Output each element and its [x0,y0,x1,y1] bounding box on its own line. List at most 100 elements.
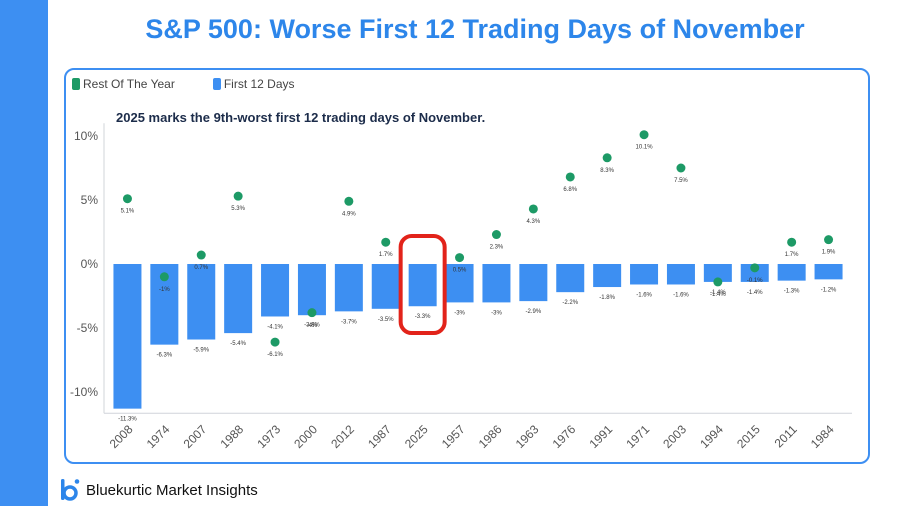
dot-data-label: 0.5% [453,268,467,274]
dot-data-label: -0.1% [747,278,763,284]
dot-point [455,253,465,263]
bar [630,264,659,285]
bar [703,264,732,282]
chart-title: S&P 500: Worse First 12 Trading Days of … [145,14,805,44]
y-tick-label: 10% [74,129,98,143]
bar-data-label: -11.3% [118,417,137,423]
dot-point [750,263,760,273]
bar-data-label: -5.9% [193,348,209,354]
dot-data-label: 8.3% [600,168,614,174]
dot-point [713,277,723,287]
bar [666,264,695,285]
dot-point [491,230,501,240]
dot-point [528,204,538,214]
x-tick-label: 2015 [734,422,763,451]
bar [482,264,511,303]
dot-data-label: 5.1% [121,209,135,215]
dot-data-label: 10.1% [636,145,654,151]
x-tick-label: 1973 [254,422,283,451]
bar [593,264,622,288]
dot-data-label: 1.9% [822,250,836,256]
bar-data-label: -3.5% [378,317,394,323]
y-tick-label: 0% [81,257,99,271]
dot-data-label: -3.8% [304,323,320,329]
bar-data-label: -1.6% [636,292,652,298]
bar [445,264,474,303]
bar [187,264,216,340]
bar-data-label: -6.3% [157,353,173,359]
dot-point [824,235,834,245]
chart-subtitle: 2025 marks the 9th-worst first 12 tradin… [116,110,486,125]
x-tick-label: 1957 [439,422,468,451]
bar-data-label: -3.3% [415,314,431,320]
bar [113,264,142,409]
bar-data-label: -3% [454,310,465,316]
bar-data-label: -3% [491,310,502,316]
dot-data-label: -1.4% [710,292,726,298]
legend-label-rest-of-year: Rest Of The Year [83,77,175,91]
dot-data-label: 2.3% [490,245,504,251]
dot-data-label: 5.3% [231,206,245,212]
highlight-box [398,234,447,335]
legend-item-first-12-days[interactable]: First 12 Days [212,77,295,91]
x-tick-label: 2007 [181,422,210,451]
bar-data-label: -1.3% [784,289,800,295]
bar-data-label: -5.4% [230,341,246,347]
x-tick-label: 1971 [623,422,652,451]
x-tick-label: 1974 [144,422,173,451]
brand: Bluekurtic Market Insights [58,478,258,502]
x-tick-label: 1963 [513,422,542,451]
bar [224,264,253,334]
bar [777,264,806,281]
bar-data-label: -1.2% [821,287,837,293]
dot-point [639,130,649,140]
x-tick-label: 1987 [365,422,394,451]
y-tick-label: 5% [81,193,99,207]
bar-data-label: -1.8% [599,295,615,301]
bar-data-label: -2.9% [526,309,542,315]
legend: Rest Of The Year First 12 Days [72,77,333,91]
bar [556,264,585,293]
legend-label-first-12-days: First 12 Days [223,77,295,91]
dot-data-label: 1.7% [379,252,393,258]
bar [371,264,400,309]
dot-data-label: 0.7% [194,265,208,271]
x-tick-label: 1988 [217,422,246,451]
brand-name: Bluekurtic Market Insights [86,481,258,499]
x-tick-label: 2012 [328,422,357,451]
dot-point [602,153,612,163]
dot-point [159,272,169,282]
bar [261,264,290,317]
dot-point [233,191,243,201]
x-tick-label: 2003 [660,422,689,451]
x-tick-label: 2011 [772,422,800,450]
dot-point [307,308,317,318]
dot-data-label: -1% [159,287,170,293]
dot-data-label: -6.1% [267,352,283,358]
side-accent-bar [0,0,48,506]
x-tick-label: 1994 [697,422,726,451]
x-tick-label: 2008 [107,422,136,451]
dot-point [787,237,797,247]
bar [334,264,363,312]
bar [408,264,437,307]
bar [519,264,548,302]
bar-data-label: -2.2% [562,300,578,306]
dot-point [381,237,391,247]
dot-data-label: 1.7% [785,252,799,258]
x-tick-label: 2025 [402,422,431,451]
legend-swatch-dot [72,78,80,90]
legend-swatch-bar [212,78,221,90]
dot-data-label: 4.3% [527,219,541,225]
x-tick-label: 2000 [291,422,320,451]
bar [297,264,326,316]
legend-item-rest-of-year[interactable]: Rest Of The Year [72,77,175,91]
dot-point [196,250,206,260]
y-tick-label: -5% [77,321,99,335]
bar-data-label: -4% [307,323,318,329]
bar [814,264,843,280]
dot-data-label: 7.5% [674,178,688,184]
bar-data-label: -1.4% [710,290,726,296]
bar-data-label: -3.7% [341,319,357,325]
